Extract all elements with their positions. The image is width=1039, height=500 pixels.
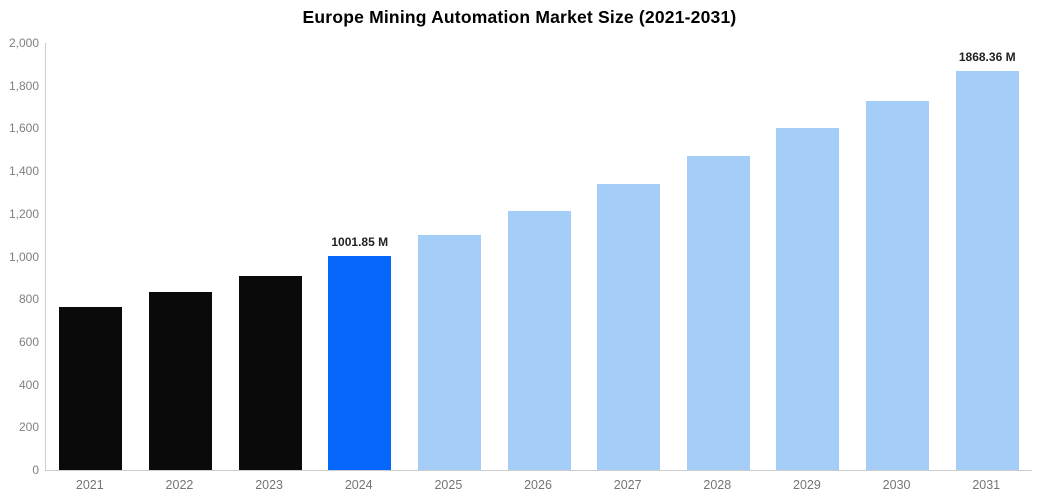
bar-band-2027 xyxy=(584,43,674,470)
bar-band-2029 xyxy=(763,43,853,470)
bar-2022[interactable] xyxy=(148,291,212,470)
x-tick-label-2026: 2026 xyxy=(524,478,552,492)
bar-2031[interactable] xyxy=(955,71,1019,470)
x-tick-label-2024: 2024 xyxy=(344,478,373,492)
y-tick-label: 600 xyxy=(18,334,39,349)
bar-band-2028 xyxy=(673,43,763,470)
y-tick-label: 400 xyxy=(18,377,39,392)
bar-band-2031: 1868.36 M xyxy=(942,43,1032,470)
bar-2029[interactable] xyxy=(776,128,840,470)
x-tick-label-2027: 2027 xyxy=(613,478,642,492)
x-axis: 2021 2022 2023 2024 2025 2026 2027 2028 2029 2030… xyxy=(45,478,1031,492)
plot-area: 1001.85 M 1868.36 M xyxy=(45,43,1032,471)
x-tick-label-2025: 2025 xyxy=(434,478,463,492)
bar-value-label-2024: 1001.85 M xyxy=(331,235,389,250)
bar-value-label-2031: 1868.36 M xyxy=(958,50,1016,65)
y-tick-label: 1,200 xyxy=(8,206,39,221)
bar-2021[interactable] xyxy=(59,306,123,470)
y-tick-label: 1,800 xyxy=(8,78,39,93)
bar-2030[interactable] xyxy=(866,100,930,470)
x-tick-label-2021: 2021 xyxy=(75,478,104,492)
bar-band-2026 xyxy=(494,43,584,470)
y-tick-label: 2,000 xyxy=(8,36,39,50)
bar-band-2021 xyxy=(46,43,136,470)
bar-2027[interactable] xyxy=(597,183,661,470)
bar-2024[interactable] xyxy=(328,256,392,470)
bar-band-2023 xyxy=(225,43,315,470)
x-tick-label-2029: 2029 xyxy=(793,478,821,492)
chart-title: Europe Mining Automation Market Size (20… xyxy=(302,7,737,27)
x-tick-label-2030: 2030 xyxy=(882,478,911,492)
bar-band-2024: 1001.85 M xyxy=(315,43,405,470)
y-axis: 0 200 400 600 800 1,000 1,200 1,400 1,600 1,800 2,… xyxy=(0,36,39,477)
bar-band-2025 xyxy=(405,43,495,470)
y-tick-label: 200 xyxy=(18,420,39,435)
y-tick-label: 800 xyxy=(18,292,39,307)
bar-2023[interactable] xyxy=(238,275,302,470)
y-tick-label: 1,000 xyxy=(8,249,39,264)
y-tick-label: 1,400 xyxy=(8,164,39,179)
bar-2028[interactable] xyxy=(686,156,750,470)
bar-band-2022 xyxy=(136,43,226,470)
bar-2025[interactable] xyxy=(417,235,481,470)
x-tick-label-2022: 2022 xyxy=(165,478,194,492)
x-tick-label-2023: 2023 xyxy=(255,478,283,492)
x-tick-label-2028: 2028 xyxy=(703,478,732,492)
y-tick-label: 0 xyxy=(32,463,39,477)
y-tick-label: 1,600 xyxy=(8,121,39,136)
bars-container: 1001.85 M 1868.36 M xyxy=(46,43,1032,470)
bar-2026[interactable] xyxy=(507,210,571,470)
x-tick-label-2031: 2031 xyxy=(972,478,1001,492)
bar-band-2030 xyxy=(853,43,943,470)
